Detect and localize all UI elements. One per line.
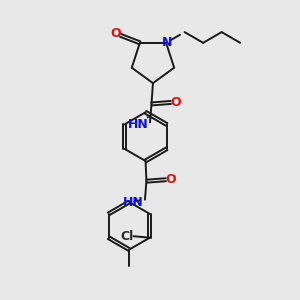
Text: Cl: Cl: [120, 230, 134, 243]
Text: O: O: [171, 96, 182, 109]
Text: N: N: [161, 36, 172, 49]
Text: O: O: [166, 173, 176, 186]
Text: HN: HN: [123, 196, 144, 208]
Text: HN: HN: [128, 118, 149, 131]
Text: O: O: [111, 27, 122, 40]
